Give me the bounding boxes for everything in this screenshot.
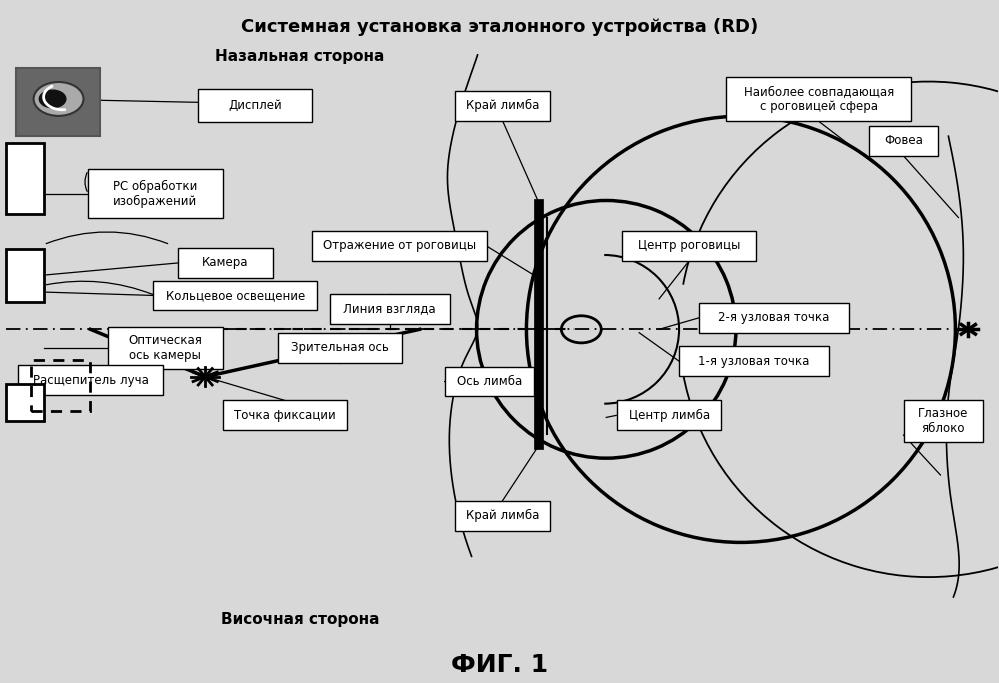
Text: Системная установка эталонного устройства (RD): Системная установка эталонного устройств… bbox=[241, 18, 758, 36]
Text: 2-я узловая точка: 2-я узловая точка bbox=[718, 311, 829, 324]
FancyBboxPatch shape bbox=[278, 333, 403, 363]
FancyBboxPatch shape bbox=[621, 231, 756, 261]
Text: Зрительная ось: Зрительная ось bbox=[291, 341, 389, 354]
FancyBboxPatch shape bbox=[456, 501, 549, 531]
Text: Ось лимба: Ось лимба bbox=[457, 375, 522, 388]
Text: Кольцевое освещение: Кольцевое освещение bbox=[166, 289, 305, 302]
Text: Камера: Камера bbox=[202, 256, 249, 269]
FancyBboxPatch shape bbox=[223, 400, 348, 430]
FancyBboxPatch shape bbox=[679, 346, 829, 376]
FancyBboxPatch shape bbox=[903, 400, 983, 442]
Text: РС обработки
изображений: РС обработки изображений bbox=[113, 180, 198, 208]
Text: Край лимба: Край лимба bbox=[466, 509, 539, 522]
Bar bbox=[31, 360, 91, 410]
FancyBboxPatch shape bbox=[456, 91, 549, 121]
FancyBboxPatch shape bbox=[726, 77, 911, 121]
FancyBboxPatch shape bbox=[868, 126, 938, 156]
Text: Линия взгляда: Линия взгляда bbox=[344, 303, 437, 316]
FancyBboxPatch shape bbox=[198, 89, 313, 122]
Text: ФИГ. 1: ФИГ. 1 bbox=[451, 652, 548, 677]
Text: Центр роговицы: Центр роговицы bbox=[637, 240, 740, 253]
Text: Расщепитель луча: Расщепитель луча bbox=[33, 374, 149, 387]
Text: Отражение от роговицы: Отражение от роговицы bbox=[323, 240, 477, 253]
FancyBboxPatch shape bbox=[313, 231, 488, 261]
Text: Наиболее совпадающая
с роговицей сфера: Наиболее совпадающая с роговицей сфера bbox=[743, 85, 894, 113]
Text: Дисплей: Дисплей bbox=[228, 99, 282, 112]
FancyBboxPatch shape bbox=[6, 249, 44, 302]
FancyBboxPatch shape bbox=[6, 143, 44, 214]
FancyBboxPatch shape bbox=[18, 365, 163, 395]
FancyBboxPatch shape bbox=[6, 384, 44, 421]
FancyBboxPatch shape bbox=[699, 303, 849, 333]
Text: Назальная сторона: Назальная сторона bbox=[216, 49, 385, 64]
Text: 1-я узловая точка: 1-я узловая точка bbox=[698, 354, 809, 367]
Text: Височная сторона: Височная сторона bbox=[221, 612, 380, 627]
FancyBboxPatch shape bbox=[16, 68, 101, 136]
FancyBboxPatch shape bbox=[88, 169, 223, 218]
FancyBboxPatch shape bbox=[153, 281, 318, 310]
FancyBboxPatch shape bbox=[330, 294, 450, 324]
FancyBboxPatch shape bbox=[445, 367, 534, 396]
Text: Оптическая
ось камеры: Оптическая ось камеры bbox=[128, 333, 202, 361]
Circle shape bbox=[34, 82, 84, 116]
FancyBboxPatch shape bbox=[616, 400, 721, 430]
FancyBboxPatch shape bbox=[178, 248, 273, 278]
FancyBboxPatch shape bbox=[108, 326, 223, 369]
Text: Центр лимба: Центр лимба bbox=[628, 409, 709, 422]
Text: Точка фиксации: Точка фиксации bbox=[234, 409, 336, 422]
Text: Глазное
яблоко: Глазное яблоко bbox=[918, 407, 969, 435]
Text: Край лимба: Край лимба bbox=[466, 99, 539, 112]
Text: Фовеа: Фовеа bbox=[884, 135, 923, 148]
Circle shape bbox=[39, 89, 67, 109]
